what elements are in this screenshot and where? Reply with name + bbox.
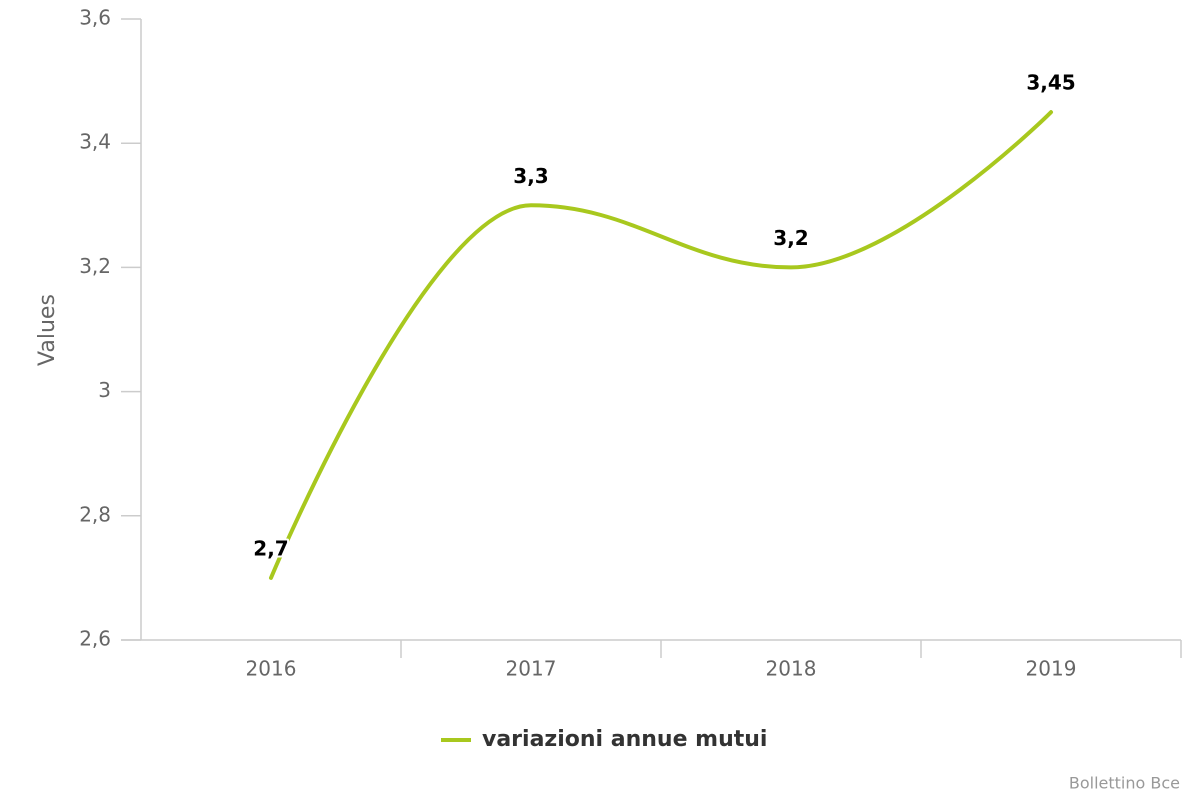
y-tick-label: 2,8 xyxy=(79,502,111,526)
line xyxy=(269,110,1053,580)
x-tick-label: 2019 xyxy=(1026,657,1077,681)
credits: Bollettino Bce xyxy=(1069,774,1180,793)
y-tick-label: 3,2 xyxy=(79,254,111,278)
y-tick-label: 2,6 xyxy=(79,627,111,651)
x-tick-label: 2016 xyxy=(246,657,297,681)
y-axis-title: Values xyxy=(35,294,60,366)
data-label: 2,7 xyxy=(253,536,288,560)
data-label: 3,45 xyxy=(1026,71,1075,95)
y-tick-label: 3,6 xyxy=(79,6,111,30)
y-tick-label: 3 xyxy=(98,378,111,402)
x-tick-label: 2018 xyxy=(766,657,817,681)
data-label: 3,2 xyxy=(773,226,808,250)
y-tick-label: 3,4 xyxy=(79,130,111,154)
data-label: 3,3 xyxy=(513,164,548,188)
x-tick-label: 2017 xyxy=(506,657,557,681)
legend-label: variazioni annue mutui xyxy=(482,727,767,752)
